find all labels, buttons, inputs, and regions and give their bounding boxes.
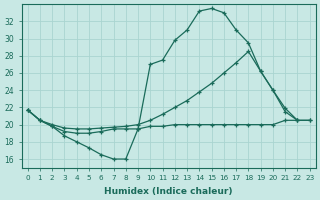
X-axis label: Humidex (Indice chaleur): Humidex (Indice chaleur) — [104, 187, 233, 196]
